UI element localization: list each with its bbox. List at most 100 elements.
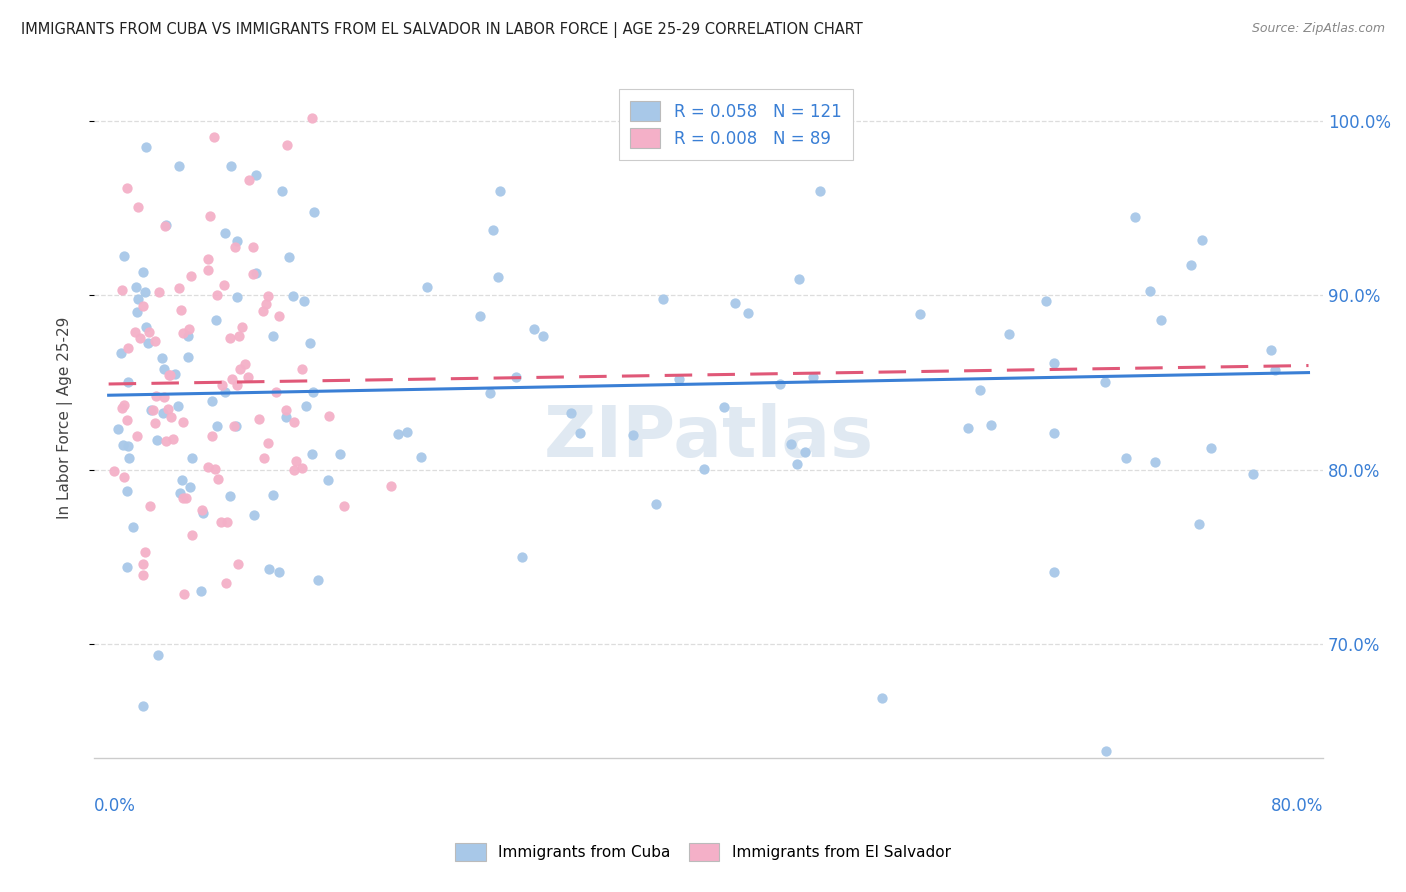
Point <box>908 307 931 321</box>
Point <box>111 401 134 416</box>
Point <box>621 428 644 442</box>
Point <box>793 445 815 459</box>
Point <box>197 263 219 277</box>
Point <box>153 391 176 405</box>
Text: 0.0%: 0.0% <box>94 797 136 814</box>
Point <box>1115 451 1137 466</box>
Point <box>190 583 212 598</box>
Point <box>172 415 194 429</box>
Point <box>107 422 129 436</box>
Point <box>135 319 157 334</box>
Point <box>138 325 160 339</box>
Point <box>112 438 135 452</box>
Point <box>132 699 155 714</box>
Point <box>276 138 298 153</box>
Point <box>569 425 592 440</box>
Point <box>482 223 505 237</box>
Point <box>257 562 280 576</box>
Point <box>1191 233 1213 247</box>
Point <box>176 328 198 343</box>
Point <box>150 351 173 365</box>
Point <box>245 267 267 281</box>
Point <box>1180 258 1202 272</box>
Point <box>1043 426 1066 441</box>
Text: 80.0%: 80.0% <box>1271 797 1323 814</box>
Point <box>218 489 240 503</box>
Point <box>145 334 167 348</box>
Point <box>197 252 219 267</box>
Point <box>523 322 546 336</box>
Point <box>225 419 247 434</box>
Point <box>209 516 232 530</box>
Point <box>218 331 240 345</box>
Point <box>253 450 276 465</box>
Point <box>145 389 167 403</box>
Point <box>1043 356 1066 370</box>
Point <box>117 375 139 389</box>
Point <box>333 499 356 513</box>
Point <box>292 294 315 309</box>
Point <box>219 160 242 174</box>
Point <box>468 309 491 323</box>
Point <box>316 473 339 487</box>
Point <box>197 459 219 474</box>
Point <box>172 326 194 340</box>
Point <box>980 417 1002 432</box>
Point <box>134 545 156 559</box>
Point <box>142 403 165 417</box>
Point <box>167 399 190 413</box>
Point <box>693 462 716 476</box>
Point <box>129 331 152 345</box>
Point <box>214 277 236 292</box>
Point <box>121 520 143 534</box>
Point <box>170 303 193 318</box>
Point <box>283 416 305 430</box>
Point <box>180 269 202 284</box>
Point <box>668 372 690 386</box>
Point <box>238 173 260 187</box>
Point <box>242 267 264 281</box>
Point <box>998 326 1021 341</box>
Point <box>1144 455 1167 469</box>
Point <box>329 447 352 461</box>
Legend: Immigrants from Cuba, Immigrants from El Salvador: Immigrants from Cuba, Immigrants from El… <box>447 836 959 868</box>
Point <box>198 210 221 224</box>
Point <box>205 419 228 434</box>
Point <box>118 450 141 465</box>
Point <box>112 469 135 483</box>
Point <box>262 329 284 343</box>
Point <box>226 290 249 304</box>
Point <box>1094 376 1116 390</box>
Point <box>148 285 170 299</box>
Point <box>125 305 148 319</box>
Point <box>115 181 138 195</box>
Point <box>737 306 759 320</box>
Point <box>505 370 527 384</box>
Point <box>112 398 135 412</box>
Point <box>271 184 294 198</box>
Point <box>170 474 193 488</box>
Point <box>1188 516 1211 531</box>
Point <box>132 299 155 313</box>
Point <box>155 219 177 233</box>
Point <box>132 265 155 279</box>
Point <box>870 690 893 705</box>
Point <box>138 499 160 513</box>
Point <box>143 416 166 430</box>
Point <box>224 419 246 434</box>
Point <box>510 550 533 565</box>
Point <box>181 527 204 541</box>
Text: Source: ZipAtlas.com: Source: ZipAtlas.com <box>1251 22 1385 36</box>
Point <box>125 279 148 293</box>
Point <box>302 204 325 219</box>
Point <box>115 560 138 574</box>
Point <box>291 460 314 475</box>
Point <box>264 384 287 399</box>
Point <box>256 435 278 450</box>
Point <box>201 428 224 442</box>
Point <box>136 336 159 351</box>
Legend: R = 0.058   N = 121, R = 0.008   N = 89: R = 0.058 N = 121, R = 0.008 N = 89 <box>619 89 853 160</box>
Point <box>285 453 308 467</box>
Point <box>127 429 149 443</box>
Point <box>160 410 183 425</box>
